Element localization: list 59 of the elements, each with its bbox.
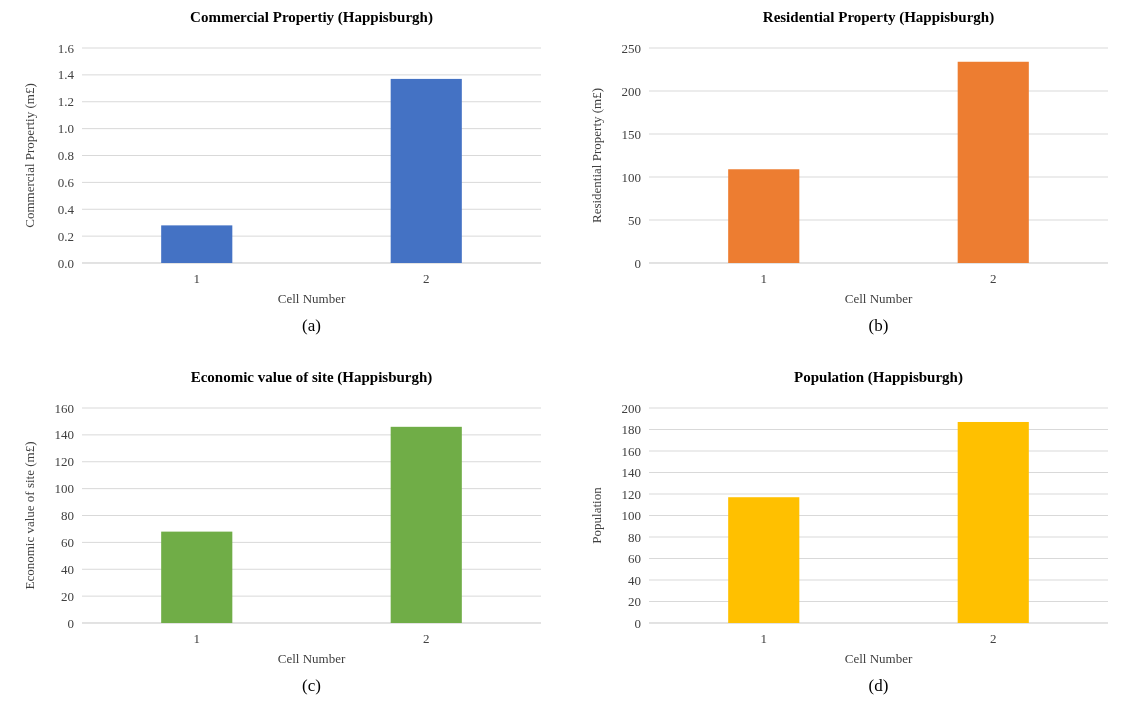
y-tick-label: 40 xyxy=(628,572,641,588)
chart-title: Residential Property (Happisburgh) xyxy=(762,9,995,26)
y-tick-label: 120 xyxy=(621,486,641,502)
y-axis-title: Commercial Propertiy (m£) xyxy=(22,83,37,228)
y-tick-label: 200 xyxy=(621,83,641,99)
text: (d) xyxy=(868,676,889,695)
y-tick-label: 60 xyxy=(61,534,74,550)
y-tick-label: 0 xyxy=(634,255,641,271)
y-tick-label: 20 xyxy=(61,588,74,604)
y-tick-label: 80 xyxy=(61,508,74,524)
x-tick-label: 1 xyxy=(193,271,200,286)
y-tick-label: 1.0 xyxy=(57,121,74,137)
chart-title: Commercial Propertiy (Happisburgh) xyxy=(190,9,433,26)
y-tick-label: 50 xyxy=(628,212,641,228)
y-tick-label: 20 xyxy=(628,594,641,610)
y-tick-label: 0.0 xyxy=(57,255,74,271)
x-tick-label: 2 xyxy=(423,631,430,646)
y-tick-label: 200 xyxy=(621,400,641,416)
chart-title: Economic value of site (Happisburgh) xyxy=(190,369,433,386)
x-axis-title: Cell Number xyxy=(844,291,913,306)
text: (b) xyxy=(868,316,889,335)
y-tick-label: 120 xyxy=(54,454,74,470)
x-tick-label: 2 xyxy=(990,271,997,286)
y-tick-label: 1.2 xyxy=(57,94,74,110)
y-tick-label: 40 xyxy=(61,561,74,577)
y-tick-label: 0.6 xyxy=(57,174,75,190)
y-tick-label: 140 xyxy=(621,465,641,481)
y-axis-title: Residential Property (m£) xyxy=(589,87,604,224)
y-tick-label: 160 xyxy=(621,443,641,459)
y-tick-label: 250 xyxy=(621,40,641,56)
x-tick-label: 1 xyxy=(760,631,767,646)
y-tick-label: 0 xyxy=(634,615,641,631)
y-tick-label: 0.2 xyxy=(57,228,74,244)
x-axis-title: Cell Number xyxy=(277,291,346,306)
y-tick-label: 100 xyxy=(621,169,641,185)
x-axis-title: Cell Number xyxy=(277,651,346,666)
y-tick-label: 0 xyxy=(67,615,74,631)
x-tick-label: 2 xyxy=(423,271,430,286)
y-tick-label: 60 xyxy=(628,551,641,567)
y-tick-label: 0.4 xyxy=(57,201,75,217)
x-tick-label: 1 xyxy=(760,271,767,286)
y-tick-label: 0.8 xyxy=(57,148,74,164)
x-axis-title: Cell Number xyxy=(844,651,913,666)
y-axis-title: Economic value of site (m£) xyxy=(22,441,37,590)
x-tick-label: 2 xyxy=(990,631,997,646)
y-tick-label: 1.4 xyxy=(57,67,75,83)
y-tick-label: 100 xyxy=(54,481,74,497)
text: (a) xyxy=(302,316,321,335)
y-axis-title: Population xyxy=(589,486,604,544)
y-tick-label: 180 xyxy=(621,422,641,438)
y-tick-label: 80 xyxy=(628,529,641,545)
y-tick-label: 1.6 xyxy=(57,40,75,56)
y-tick-label: 100 xyxy=(621,508,641,524)
y-tick-label: 150 xyxy=(621,126,641,142)
text: (c) xyxy=(302,676,321,695)
chart-title: Population (Happisburgh) xyxy=(794,369,963,386)
y-tick-label: 140 xyxy=(54,427,74,443)
x-tick-label: 1 xyxy=(193,631,200,646)
y-tick-label: 160 xyxy=(54,400,74,416)
